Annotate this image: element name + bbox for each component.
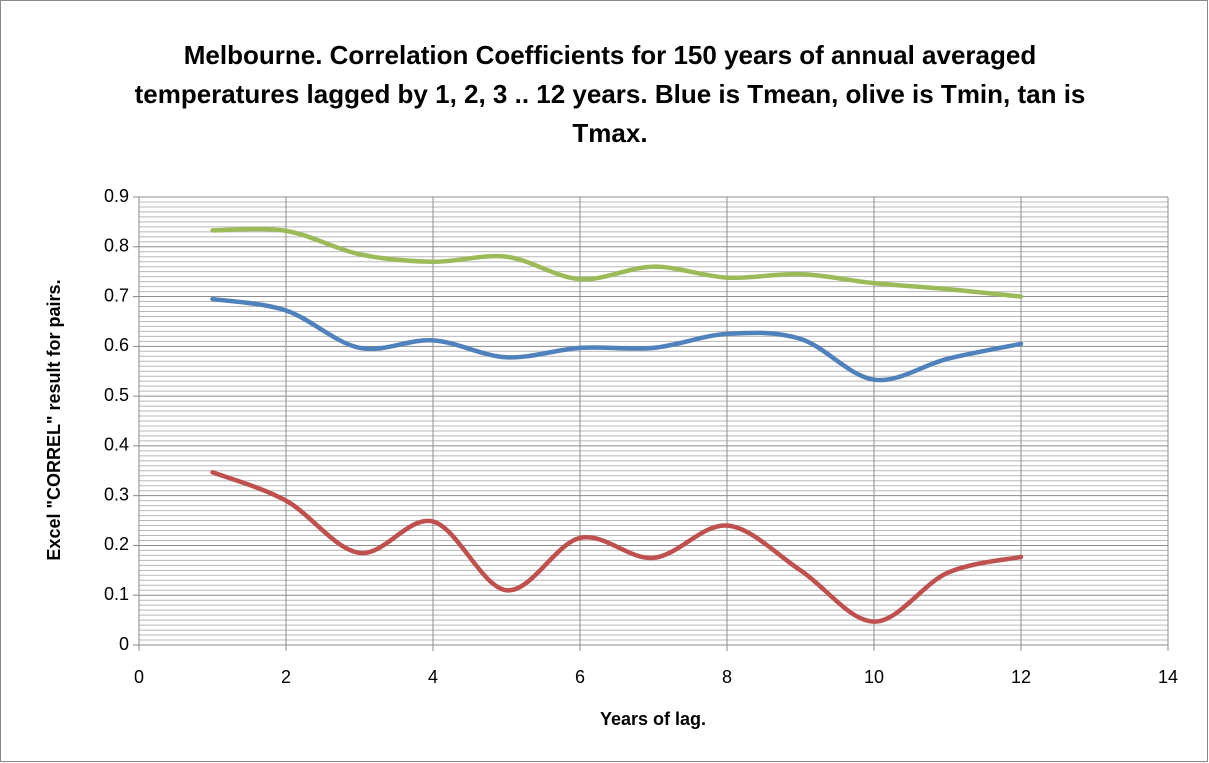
- series-line: [210, 296, 1024, 383]
- x-tick-label: 6: [575, 667, 585, 687]
- x-tick-label: 10: [864, 667, 884, 687]
- y-tick-label: 0.6: [104, 335, 129, 355]
- y-tick-label: 0.7: [104, 285, 129, 305]
- series-line: [210, 226, 1024, 299]
- y-tick-label: 0.5: [104, 385, 129, 405]
- y-tick-label: 0.9: [104, 186, 129, 206]
- series-line: [210, 470, 1024, 624]
- x-tick-label: 12: [1011, 667, 1031, 687]
- y-tick-label: 0.4: [104, 435, 129, 455]
- x-tick-label: 14: [1158, 667, 1178, 687]
- x-axis-title: Years of lag.: [600, 709, 706, 729]
- y-tick-label: 0.1: [104, 584, 129, 604]
- y-tick-label: 0.2: [104, 534, 129, 554]
- x-tick-label: 0: [134, 667, 144, 687]
- chart-title: Melbourne. Correlation Coefficients for …: [134, 40, 1086, 148]
- y-axis-title: Excel "CORREL" result for pairs.: [44, 279, 64, 560]
- x-tick-label: 2: [281, 667, 291, 687]
- y-tick-label: 0.8: [104, 236, 129, 256]
- y-tick-label: 0.3: [104, 484, 129, 504]
- x-tick-label: 4: [428, 667, 438, 687]
- y-tick-label: 0: [119, 634, 129, 654]
- x-tick-label: 8: [722, 667, 732, 687]
